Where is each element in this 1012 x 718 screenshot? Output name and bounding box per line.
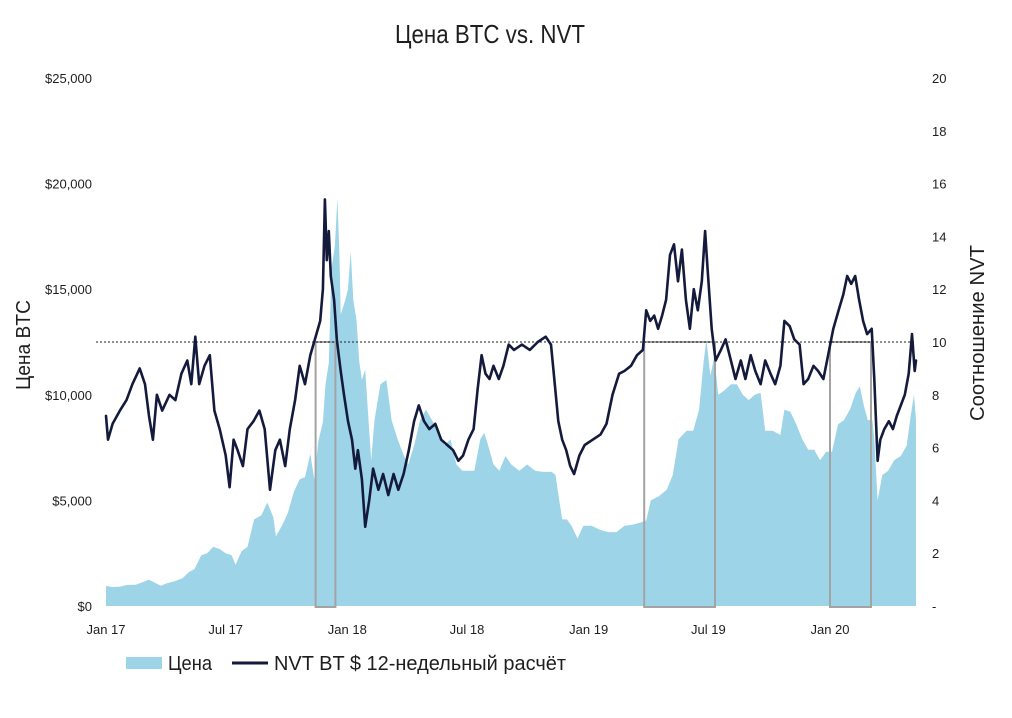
- x-tick-label: Jan 17: [86, 622, 125, 637]
- left-axis-title: Цена BTC: [13, 300, 35, 390]
- left-tick-label: $15,000: [45, 282, 92, 297]
- right-tick-label: 6: [932, 441, 939, 456]
- right-tick-label: 14: [932, 229, 946, 244]
- right-tick-label: 18: [932, 124, 946, 139]
- highlight-box-2: [643, 341, 717, 608]
- legend-swatch-price: [126, 657, 162, 669]
- x-tick-label: Jan 19: [569, 622, 608, 637]
- left-tick-label: $10,000: [45, 388, 92, 403]
- legend: Цена NVT BT $ 12-недельный расчёт: [126, 653, 566, 675]
- left-tick-label: $0: [78, 599, 92, 614]
- right-tick-label: 8: [932, 388, 939, 403]
- x-tick-label: Jan 18: [328, 622, 367, 637]
- left-tick-label: $20,000: [45, 177, 92, 192]
- legend-label-price: Цена: [168, 653, 213, 675]
- left-tick-label: $5,000: [52, 493, 92, 508]
- x-tick-label: Jul 17: [208, 622, 243, 637]
- right-axis-title: Соотношение NVT: [967, 245, 989, 421]
- x-tick-label: Jul 18: [450, 622, 485, 637]
- right-tick-label: -: [932, 599, 936, 614]
- left-axis-ticks: $0 $5,000 $10,000 $15,000 $20,000 $25,000: [45, 71, 92, 614]
- right-tick-label: 2: [932, 546, 939, 561]
- x-axis-ticks: Jan 17 Jul 17 Jan 18 Jul 18 Jan 19 Jul 19 Jan …: [86, 622, 849, 637]
- left-tick-label: $25,000: [45, 71, 92, 86]
- right-tick-label: 20: [932, 71, 946, 86]
- legend-label-nvt: NVT BT $ 12-недельный расчёт: [274, 653, 566, 675]
- right-tick-label: 10: [932, 335, 946, 350]
- highlight-box-3: [829, 341, 872, 608]
- right-tick-label: 4: [932, 493, 939, 508]
- price-area: [106, 198, 916, 606]
- right-tick-label: 12: [932, 282, 946, 297]
- x-tick-label: Jul 19: [691, 622, 726, 637]
- right-axis-ticks: - 2 4 6 8 10 12 14 16 18 20: [932, 71, 946, 614]
- x-tick-label: Jan 20: [810, 622, 849, 637]
- plot-area: [96, 198, 918, 608]
- right-tick-label: 16: [932, 177, 946, 192]
- nvt-line: [104, 198, 918, 529]
- chart-title: Цена BTC vs. NVT: [395, 19, 585, 49]
